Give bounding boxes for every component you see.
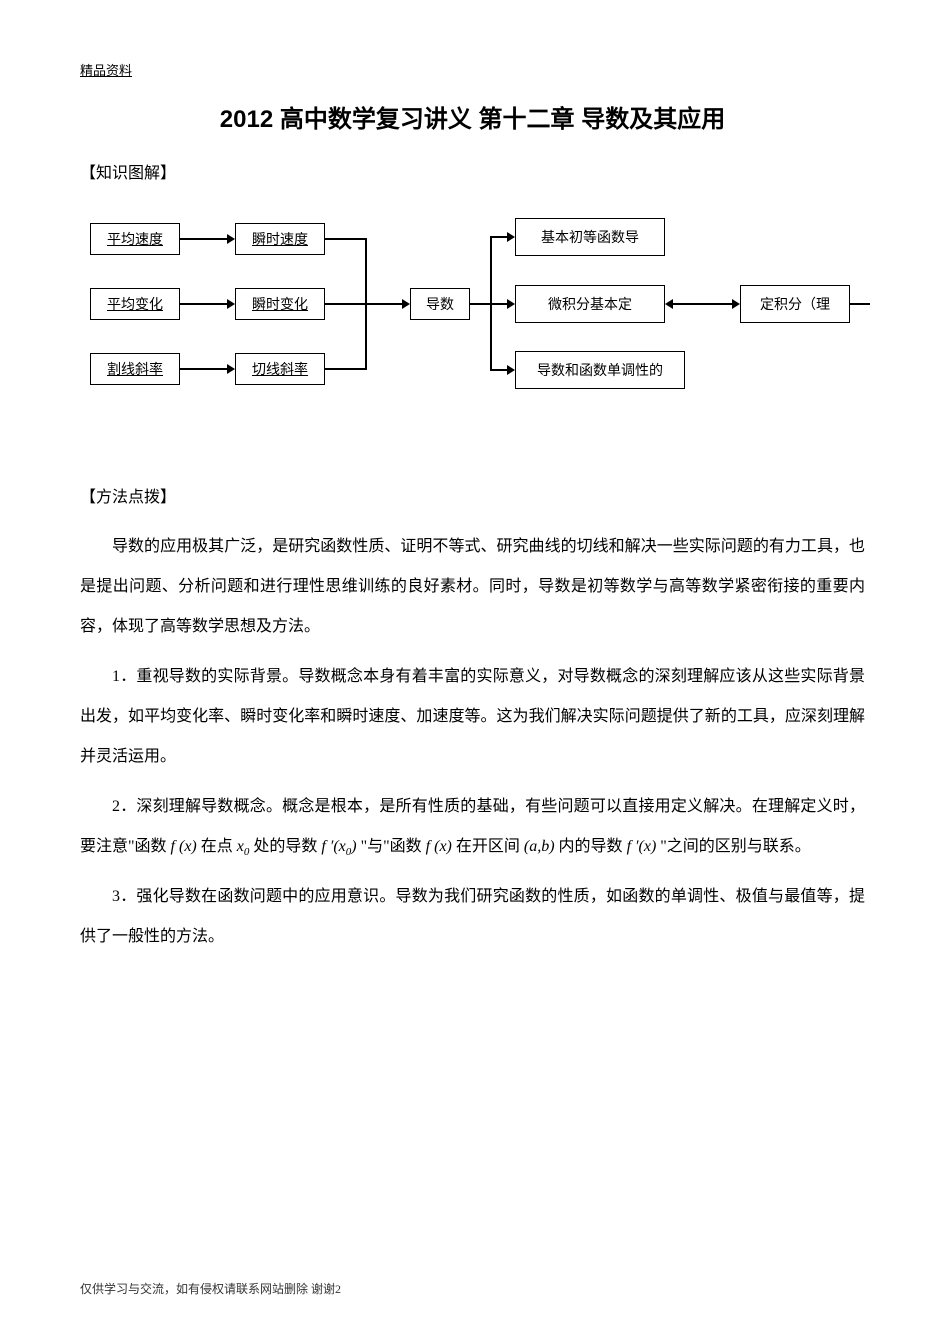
header-label: 精品资料 (80, 60, 865, 79)
section-label-1: 【知识图解】 (80, 159, 865, 183)
para3-text-f: 内的导数 (555, 838, 627, 855)
box-secant-slope: 割线斜率 (90, 353, 180, 385)
box-monotonicity: 导数和函数单调性的 (515, 351, 685, 389)
paragraph-1: 导数的应用极其广泛，是研究函数性质、证明不等式、研究曲线的切线和解决一些实际问题… (80, 527, 865, 647)
paragraph-4: 3．强化导数在函数问题中的应用意识。导数为我们研究函数的性质，如函数的单调性、极… (80, 877, 865, 957)
math-fx-1: f (x) (171, 838, 197, 855)
box-avg-speed: 平均速度 (90, 223, 180, 255)
box-elementary-func: 基本初等函数导 (515, 218, 665, 256)
math-fpx: f ′(x) (627, 838, 657, 855)
para3-text-g: "之间的区别与联系。 (656, 838, 811, 855)
page-title: 2012 高中数学复习讲义 第十二章 导数及其应用 (80, 99, 865, 134)
paragraph-3: 2．深刻理解导数概念。概念是根本，是所有性质的基础，有些问题可以直接用定义解决。… (80, 787, 865, 867)
box-instant-speed: 瞬时速度 (235, 223, 325, 255)
para3-text-e: 在开区间 (452, 838, 524, 855)
box-derivative: 导数 (410, 288, 470, 320)
footer-text: 仅供学习与交流，如有侵权请联系网站删除 谢谢2 (80, 1280, 341, 1297)
math-ab: (a,b) (524, 838, 555, 855)
math-fx-2: f (x) (426, 838, 452, 855)
flowchart-diagram: 平均速度 平均变化 割线斜率 瞬时速度 瞬时变化 切线斜率 导数 基本初等函数导… (80, 203, 865, 433)
box-calculus-theorem: 微积分基本定 (515, 285, 665, 323)
para3-text-b: 在点 (197, 838, 237, 855)
box-avg-change: 平均变化 (90, 288, 180, 320)
para3-text-c: 处的导数 (249, 838, 321, 855)
box-definite-integral: 定积分（理 (740, 285, 850, 323)
math-fpx0: f ′(x0) (321, 838, 356, 855)
math-x0: x0 (237, 838, 250, 855)
section-label-2: 【方法点拨】 (80, 483, 865, 507)
box-instant-change: 瞬时变化 (235, 288, 325, 320)
paragraph-2: 1．重视导数的实际背景。导数概念本身有着丰富的实际意义，对导数概念的深刻理解应该… (80, 657, 865, 777)
para3-text-d: "与"函数 (357, 838, 426, 855)
box-tangent-slope: 切线斜率 (235, 353, 325, 385)
